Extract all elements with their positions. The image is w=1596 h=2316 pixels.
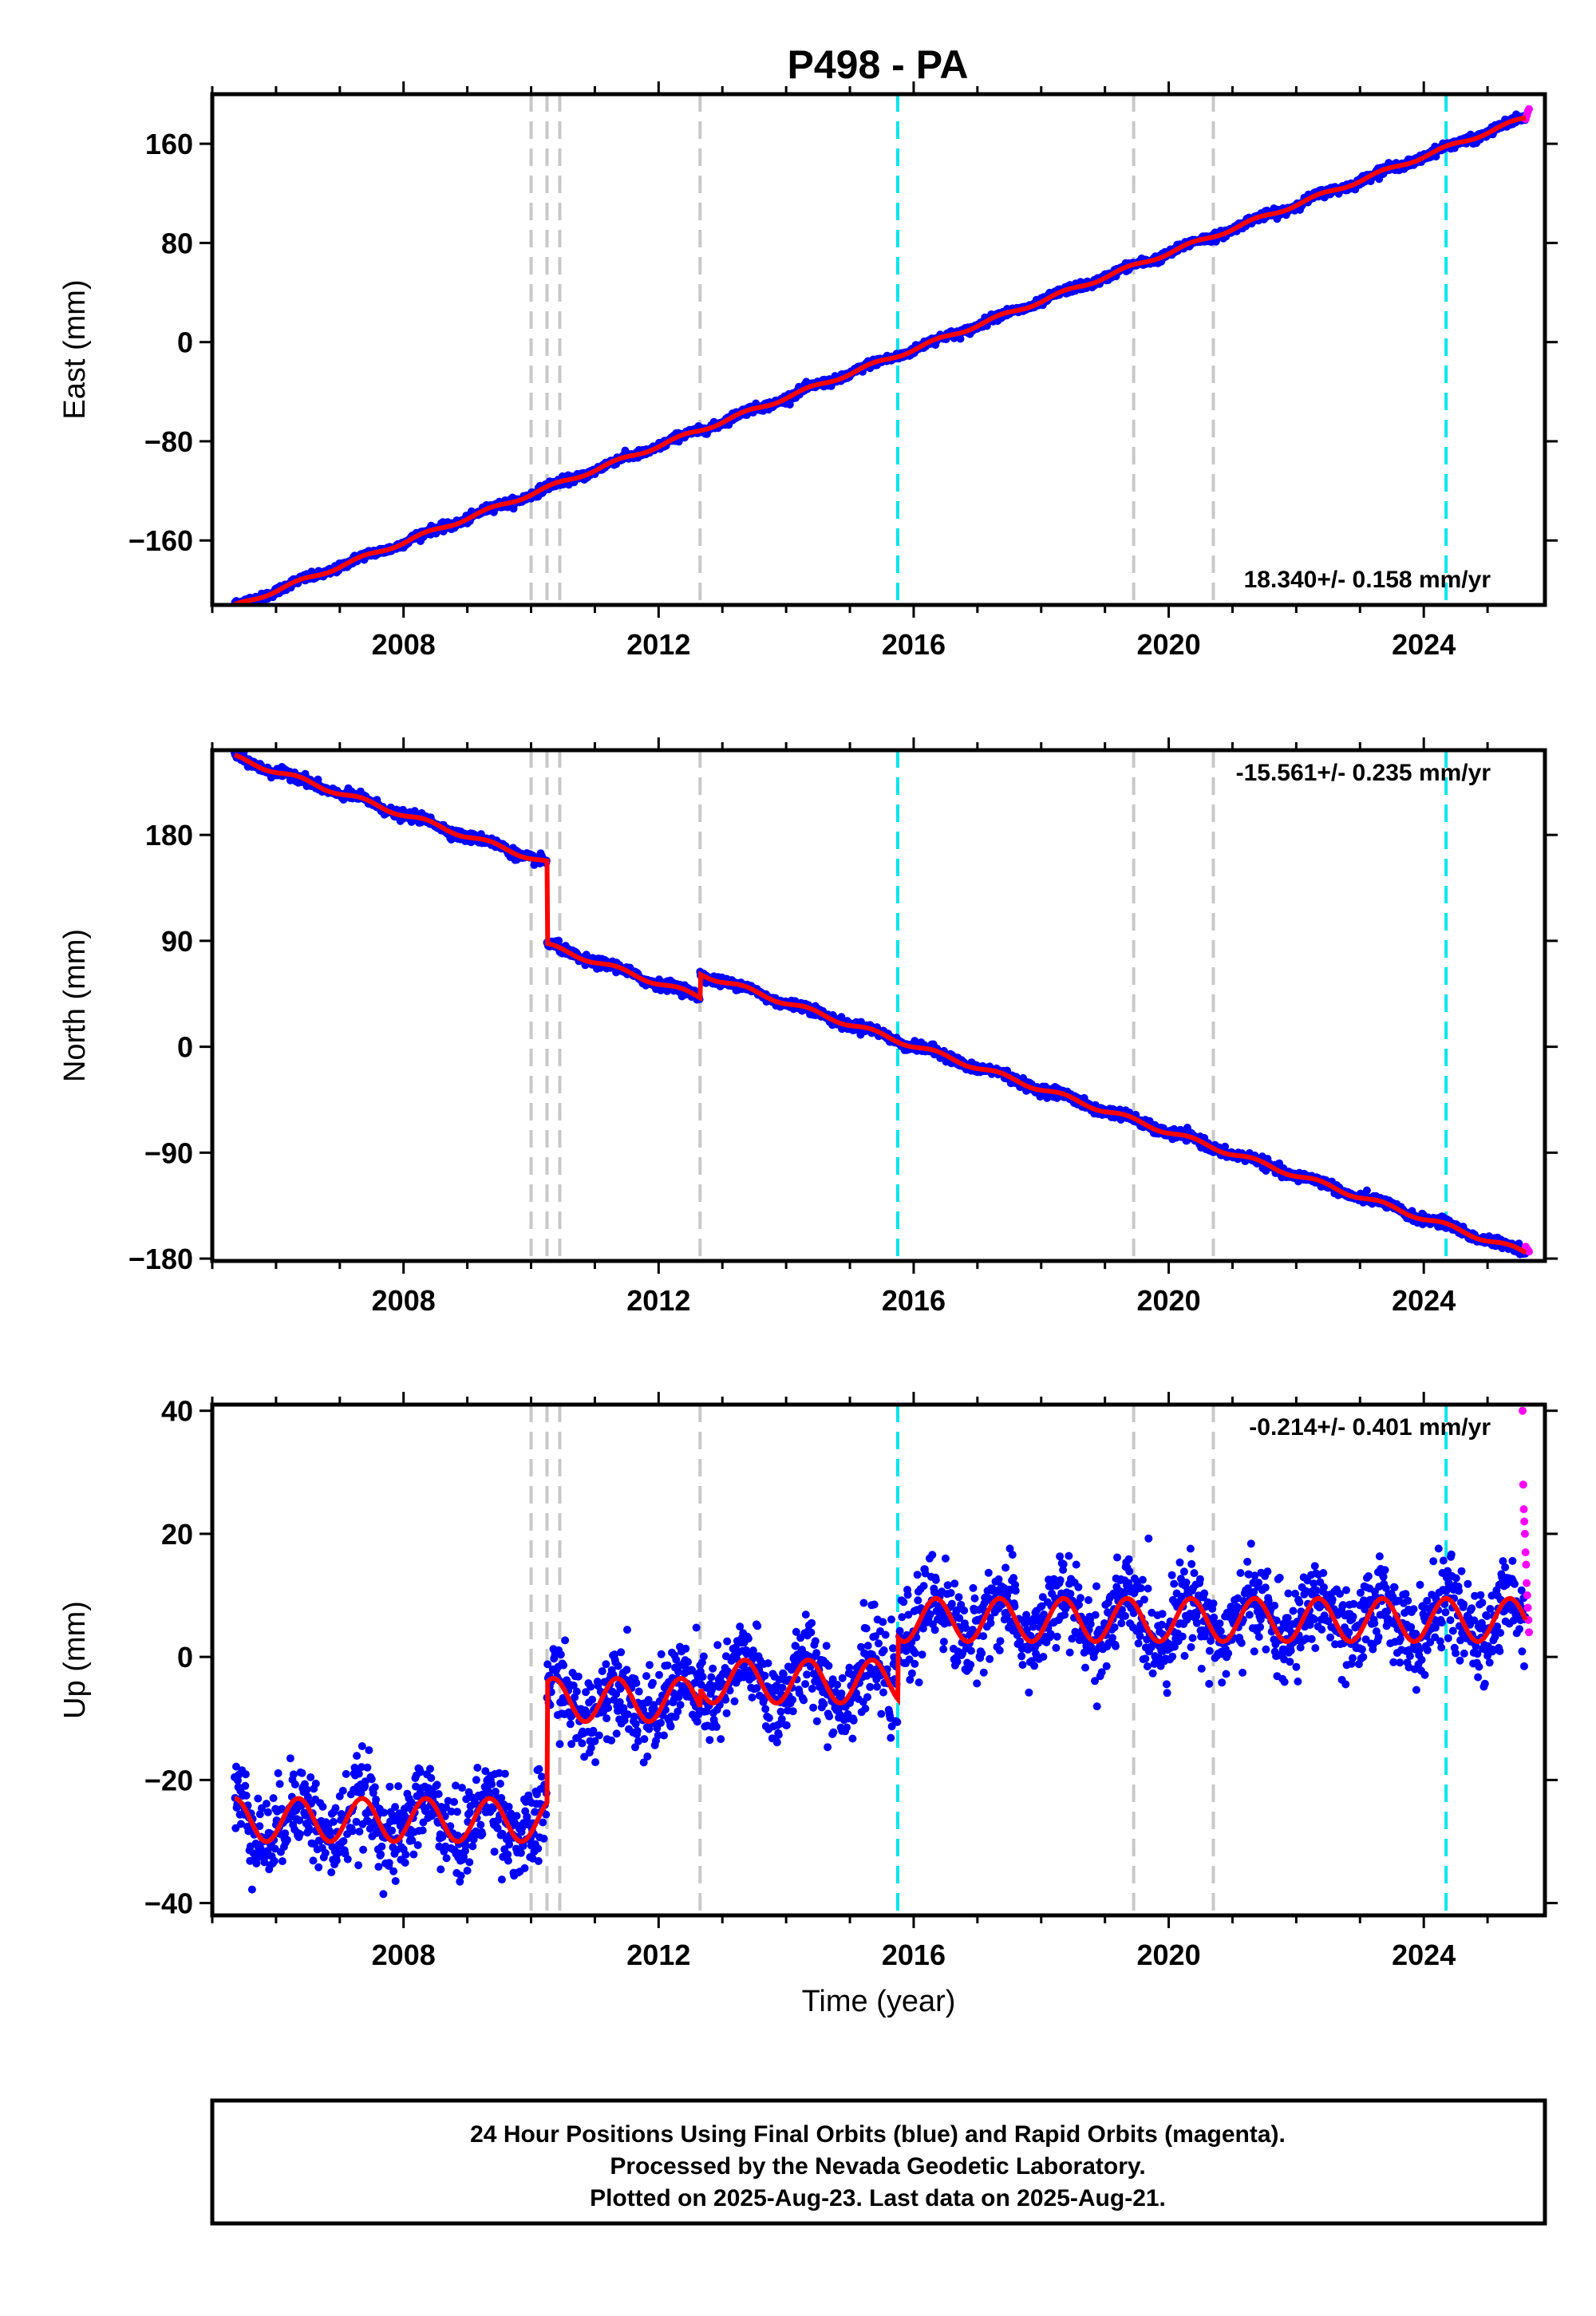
model-fit-line	[233, 115, 1527, 605]
velocity-rate-label: 18.340+/- 0.158 mm/yr	[1244, 567, 1491, 593]
event-lines	[529, 94, 1448, 605]
y-tick-label: −90	[144, 1136, 193, 1169]
x-tick-label: 2012	[626, 628, 690, 661]
y-tick-label: 180	[145, 819, 193, 852]
y-tick-label: 0	[177, 1031, 193, 1064]
x-tick-label: 2024	[1392, 628, 1456, 661]
y-tick-label: 80	[161, 227, 193, 259]
x-tick-label: 2016	[882, 628, 946, 661]
final-orbit-point	[956, 334, 965, 343]
y-tick-label: −160	[128, 524, 193, 557]
east-panel: −160 −80 0 80 160 2008 2012 2016 2020 2024 East (m…	[58, 81, 1558, 661]
final-orbit-point	[785, 400, 794, 409]
y-tick-label: 90	[161, 925, 193, 958]
x-tick-label: 2020	[1137, 628, 1201, 661]
y-tick-label: 160	[145, 128, 193, 160]
rapid-orbit-point	[1525, 105, 1533, 113]
chart-title: P498 - PA	[788, 42, 969, 87]
plot-frame	[210, 92, 1547, 607]
y-tick-label: 0	[177, 326, 193, 359]
event-lines	[529, 750, 1448, 1261]
x-tick-label: 2008	[372, 628, 436, 661]
y-tick-label: −80	[144, 425, 193, 458]
y-tick-label: −180	[128, 1243, 193, 1275]
final-orbit-point	[1362, 1186, 1371, 1195]
y-axis-label: East (mm)	[58, 279, 92, 419]
